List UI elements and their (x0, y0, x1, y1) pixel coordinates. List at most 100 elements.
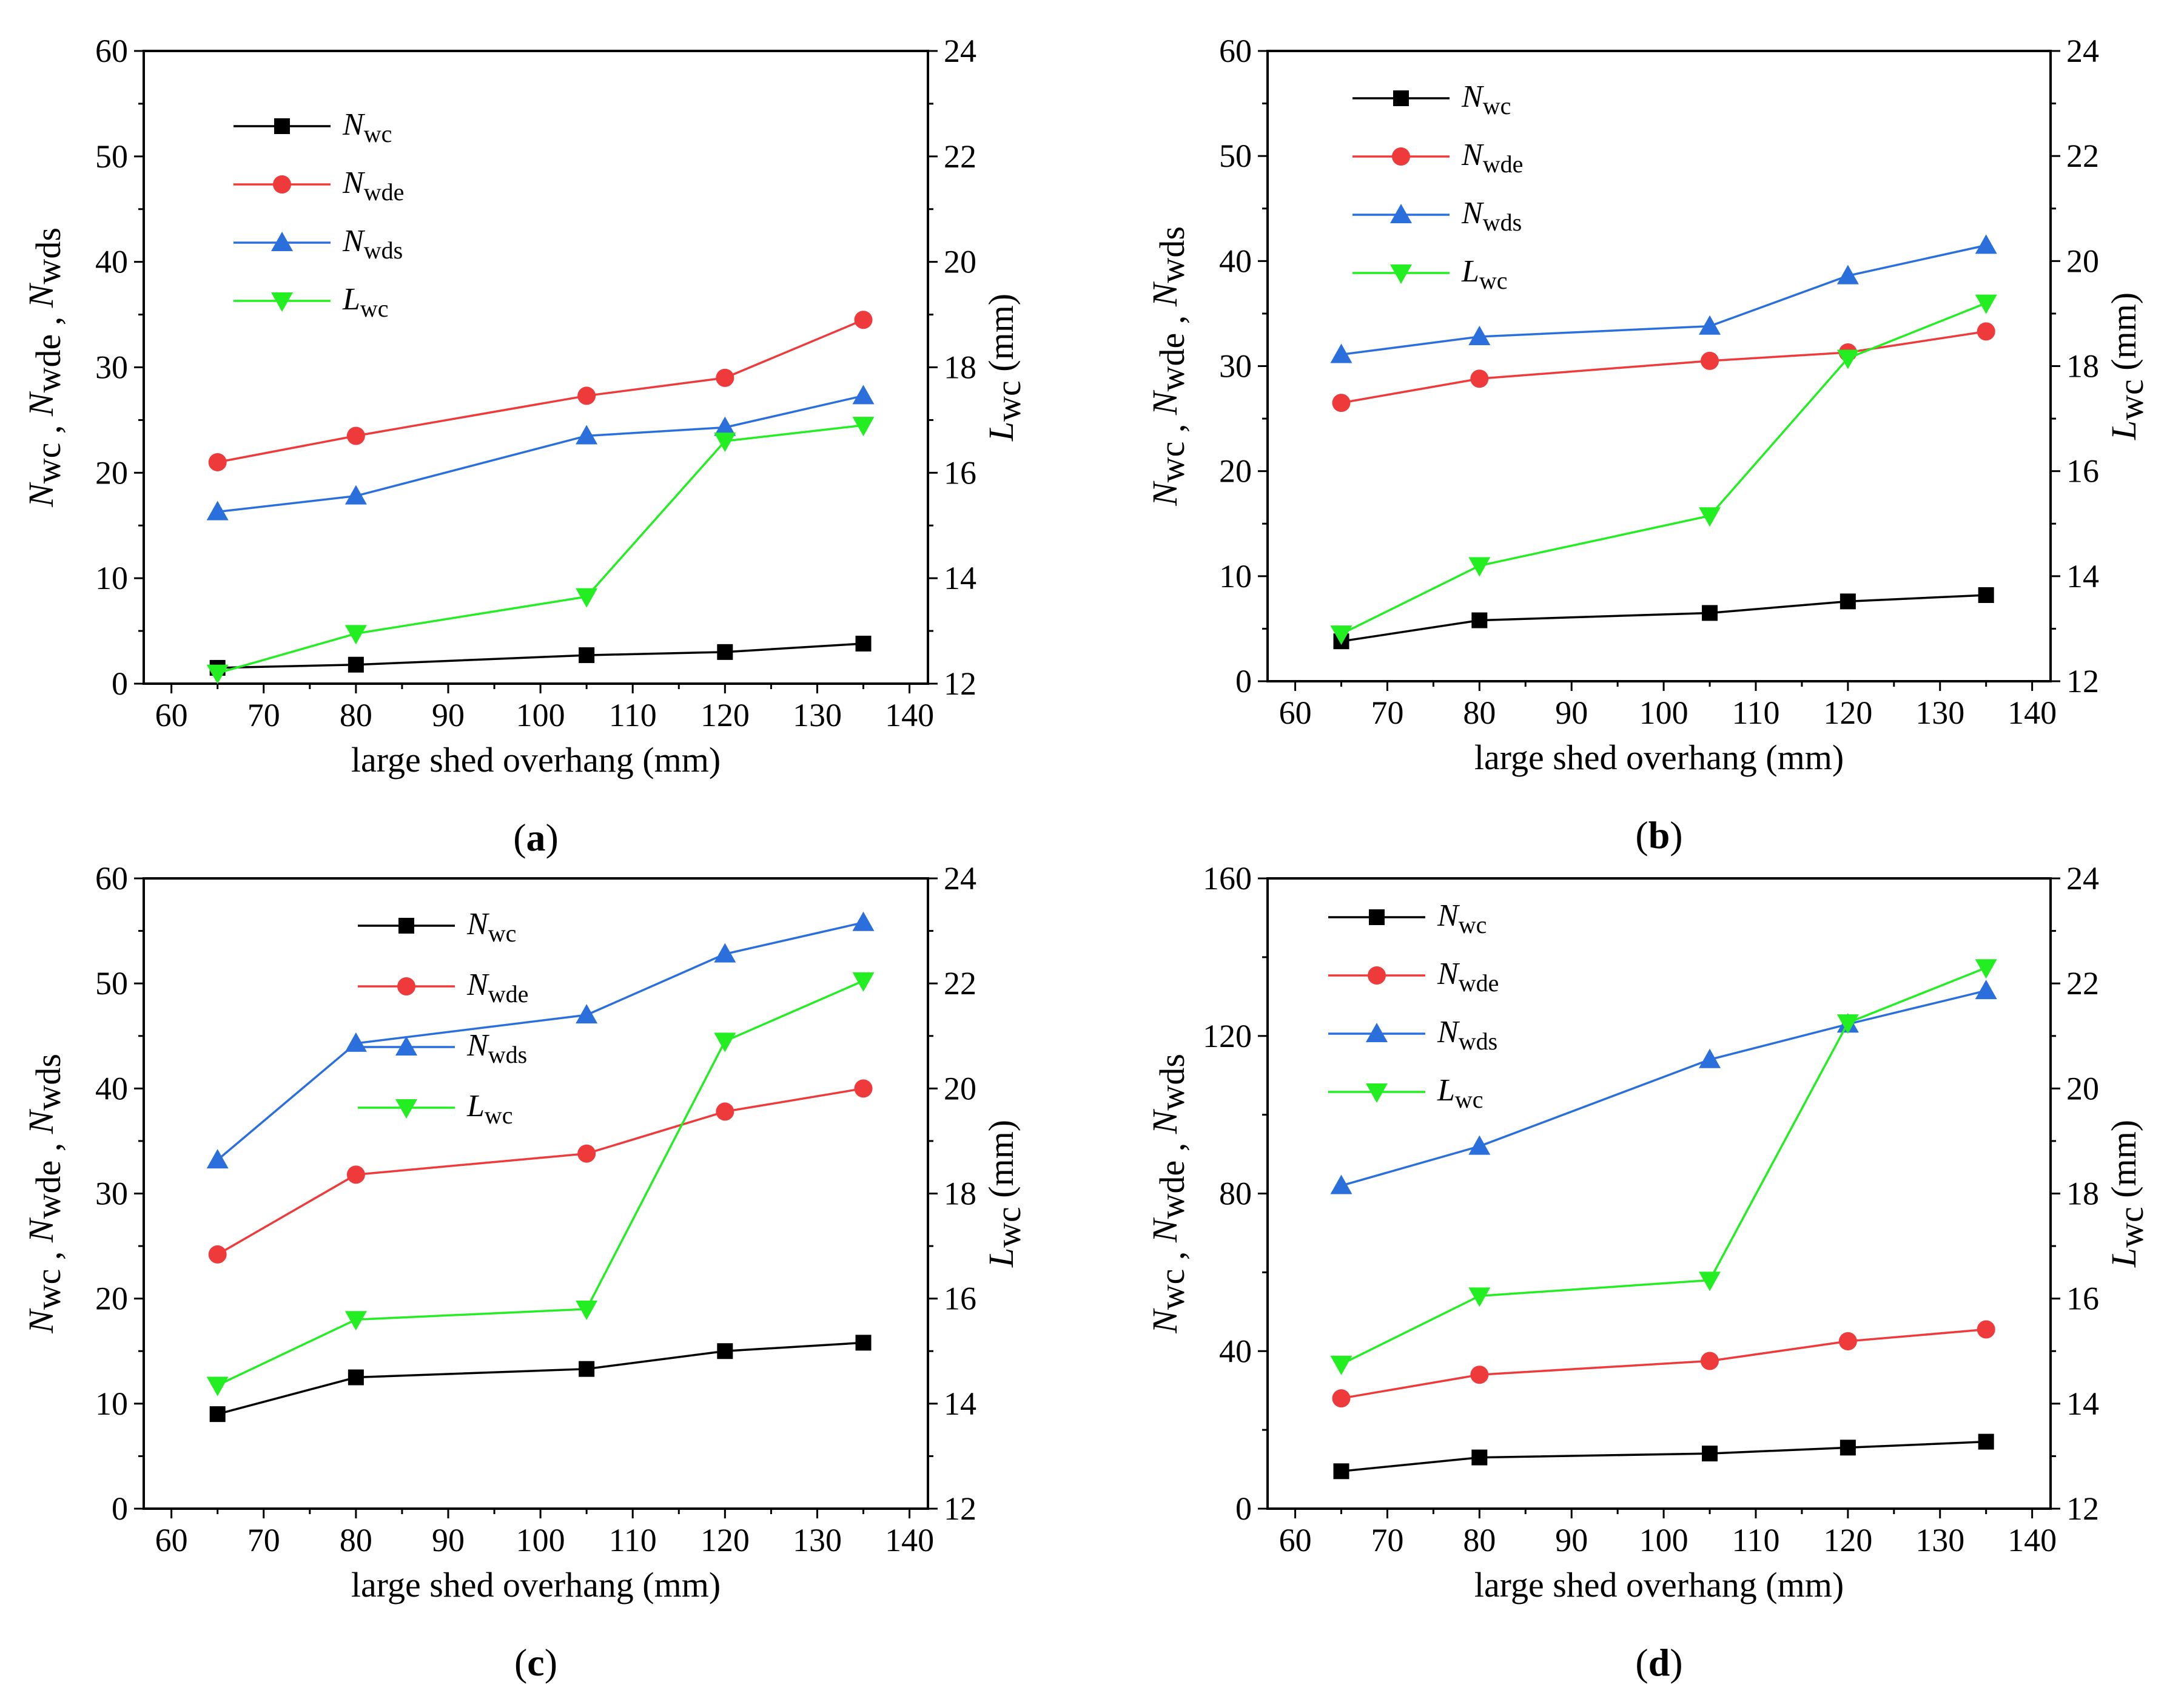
point-Nwc (348, 656, 364, 673)
point-Nwds (576, 1004, 598, 1024)
y-right-axis-title: Lwc (mm) (2104, 292, 2151, 440)
caption-letter: c (527, 1641, 544, 1684)
x-tick-label: 120 (1823, 695, 1872, 731)
point-Nwde (1838, 1332, 1857, 1351)
legend-label-sub: wc (1459, 911, 1487, 938)
caption-close: ) (546, 816, 559, 859)
point-Nwc (579, 1361, 595, 1377)
y-left-title-base: N (1145, 480, 1184, 507)
x-tick-label: 110 (609, 697, 657, 733)
legend-marker-Lwc (1390, 264, 1412, 284)
series-line-Nwde (1341, 1328, 1986, 1399)
y-right-title-sub: wc (989, 380, 1028, 422)
legend-label-base: N (466, 907, 490, 941)
caption-open: ( (1635, 1641, 1648, 1684)
legend-label-base: N (1461, 138, 1485, 172)
point-Nwc (348, 1369, 364, 1386)
x-tick-label: 80 (1463, 1522, 1496, 1558)
x-tick-label: 60 (155, 1522, 188, 1558)
legend-label-sub: wc (1455, 1086, 1483, 1113)
y-left-tick-label: 60 (1219, 33, 1252, 69)
point-Nwds (576, 425, 598, 445)
series-line-Nwds (217, 921, 864, 1161)
legend-label-base: N (342, 224, 366, 258)
point-Nwds (1330, 1174, 1352, 1194)
point-Nwde (1977, 1320, 1995, 1339)
point-Nwds (714, 416, 736, 436)
y-right-tick-label: 16 (944, 1281, 976, 1317)
legend-label-Nwc: Nwc (342, 107, 392, 147)
point-Nwds (1836, 264, 1859, 285)
legend-label-base: N (466, 968, 490, 1002)
x-tick-label: 70 (247, 697, 280, 733)
legend-label-base: N (466, 1028, 490, 1063)
y-left-title-base: N (1145, 389, 1184, 416)
legend-label-base: N (342, 107, 366, 142)
x-tick-label: 130 (793, 697, 842, 733)
point-Lwc (1699, 1271, 1721, 1291)
point-Nwde (208, 1245, 227, 1264)
point-Nwde (1470, 1366, 1489, 1384)
y-left-axis-title: Nwc , Nwde , Nwds (1145, 226, 1192, 507)
series-line-Nwc (1341, 594, 1986, 642)
legend-label-Lwc: Lwc (342, 282, 389, 322)
x-tick-label: 100 (1639, 695, 1688, 731)
y-left-tick-label: 60 (95, 33, 128, 69)
panel-b: 60 70 80 90 100 110 120 130 140 0 10 20 30 40 50 60 12 14… (1145, 33, 2151, 857)
panel-c: 60 70 80 90 100 110 120 130 140 0 10 20 30 40 50 60 12 14… (21, 860, 1028, 1684)
caption-letter: b (1648, 813, 1670, 857)
series-line-Lwc (1340, 301, 1987, 635)
caption-close: ) (545, 1641, 557, 1684)
y-left-tick-label: 40 (1219, 1333, 1252, 1369)
legend-marker-Nwde (273, 175, 291, 194)
point-Nwds (1699, 315, 1721, 335)
series-line-Nwc (217, 642, 864, 669)
y-left-tick-label: 10 (95, 1386, 128, 1422)
legend-label-Nwc: Nwc (1437, 898, 1487, 938)
caption-close: ) (1670, 1641, 1682, 1684)
point-Nwc (855, 635, 872, 652)
y-right-tick-label: 24 (2066, 860, 2099, 897)
y-right-tick-label: 14 (944, 560, 976, 596)
y-right-tick-label: 24 (2066, 33, 2099, 69)
point-Nwc (1840, 593, 1856, 610)
legend-label-sub: wc (488, 920, 517, 947)
legend-label-base: N (1437, 898, 1460, 933)
y-left-tick-label: 30 (95, 1176, 128, 1212)
y-right-title-unit: (mm) (2104, 1120, 2143, 1207)
legend-label-Nwds: Nwds (466, 1028, 527, 1068)
point-Nwde (716, 368, 734, 387)
y-left-title-base: N (21, 391, 61, 417)
y-right-tick-label: 20 (2066, 1070, 2099, 1106)
legend-label-Nwc: Nwc (466, 907, 516, 947)
y-right-tick-label: 18 (2066, 1176, 2099, 1212)
y-left-title-base: N (1145, 281, 1184, 307)
point-Nwds (1468, 326, 1491, 346)
legend-marker-Nwc (274, 118, 290, 134)
point-Nwde (1470, 369, 1489, 388)
y-left-title-sub: wde (29, 334, 68, 393)
y-right-tick-label: 12 (2066, 663, 2099, 699)
legend-label-sub: wc (485, 1102, 513, 1129)
y-right-tick-label: 18 (2066, 348, 2099, 385)
y-left-title-sep: , (1152, 415, 1192, 442)
y-right-tick-label: 24 (944, 33, 976, 69)
legend-marker-Nwde (397, 977, 415, 995)
x-tick-label: 110 (609, 1522, 657, 1558)
y-right-tick-label: 12 (944, 665, 976, 702)
y-right-title-sub: wc (989, 1207, 1028, 1248)
x-tick-label: 80 (1463, 695, 1496, 731)
y-right-axis-title: Lwc (mm) (981, 1120, 1028, 1268)
y-left-title-sub: wc (1152, 442, 1192, 483)
x-tick-label: 110 (1732, 695, 1779, 731)
point-Lwc (576, 588, 598, 608)
legend-marker-Nwc (1393, 90, 1409, 106)
y-left-title-sub: wc (29, 443, 68, 484)
legend-label-sub: wde (488, 980, 529, 1008)
point-Lwc (852, 972, 875, 992)
legend-label-sub: wds (1459, 1028, 1497, 1055)
y-left-title-sep: , (1152, 306, 1192, 333)
y-left-tick-label: 10 (1219, 558, 1252, 594)
y-left-title-sub: wde (29, 1160, 68, 1219)
series-line-Nwds (1341, 244, 1987, 356)
